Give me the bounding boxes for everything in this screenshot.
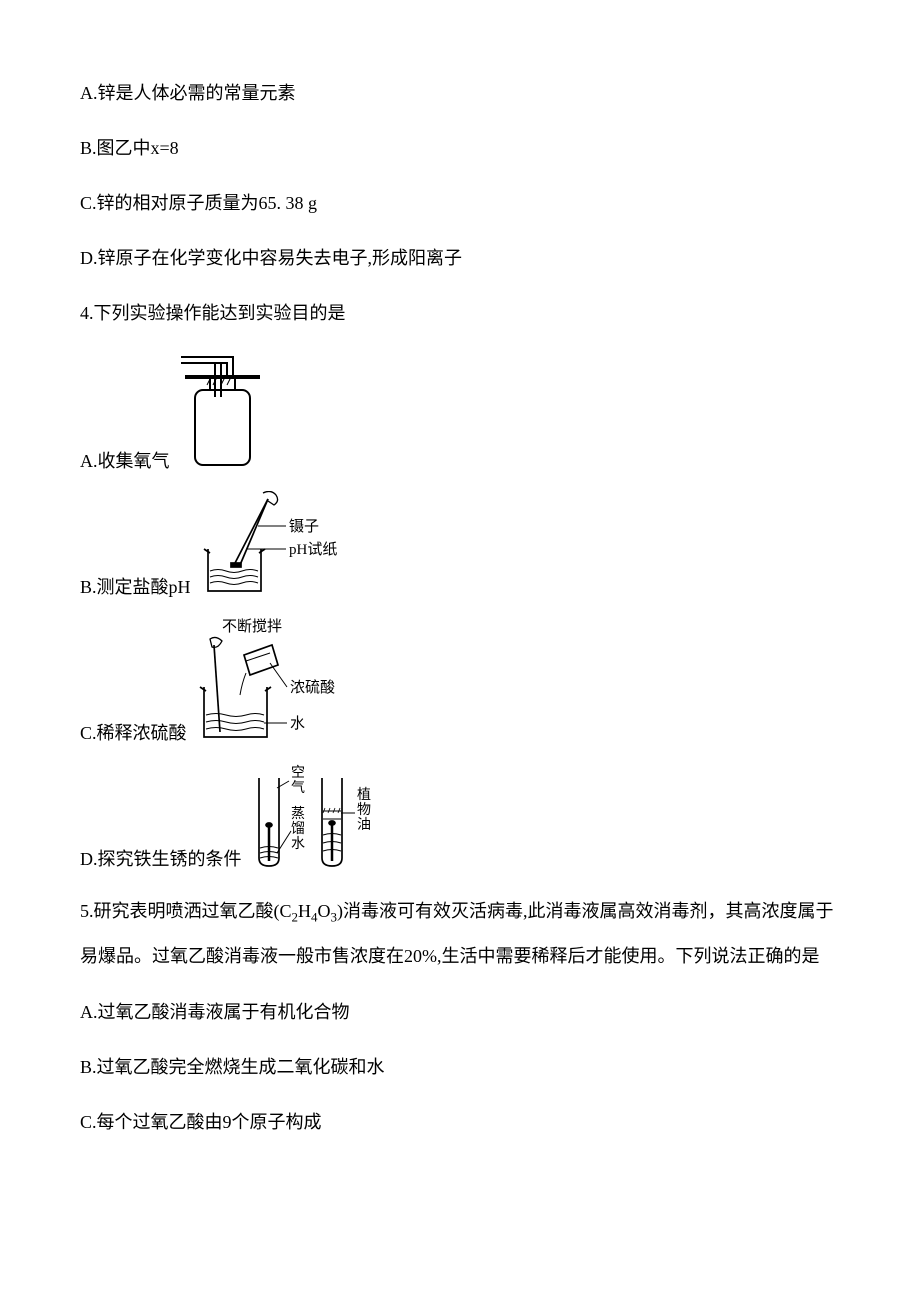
oil-label-3: 油	[357, 817, 371, 833]
q3-option-c: C.锌的相对原子质量为65. 38 g	[80, 190, 840, 217]
q4-option-a-label: A.收集氧气	[80, 448, 170, 475]
q4-option-d-label: D.探究铁生锈的条件	[80, 846, 242, 873]
acid-label: 浓硫酸	[290, 679, 335, 696]
q5-option-b: B.过氧乙酸完全燃烧生成二氧化碳和水	[80, 1054, 840, 1081]
q4-option-b-label: B.测定盐酸pH	[80, 574, 191, 601]
q5-option-a: A.过氧乙酸消毒液属于有机化合物	[80, 999, 840, 1026]
q4-diagram-b: 镊子 pH试纸	[196, 491, 351, 601]
stir-label: 不断搅拌	[222, 618, 282, 635]
q5-stem-p1: 5.研究表明喷洒过氧乙酸(C	[80, 901, 292, 921]
q5-stem-p3: O	[318, 901, 331, 921]
oil-label-2: 物	[357, 802, 371, 818]
ph-paper-label: pH试纸	[289, 541, 337, 558]
q4-option-a-row: A.收集氧气	[80, 355, 840, 475]
water-label: 水	[290, 715, 305, 732]
q4-diagram-d: 空 气 蒸 馏 水 植 物 油	[247, 763, 432, 873]
q4-option-c-row: C.稀释浓硫酸 不断搅拌	[80, 617, 840, 747]
q4-option-c-label: C.稀释浓硫酸	[80, 720, 187, 747]
distilled-label-2: 馏	[291, 821, 305, 837]
q5-stem: 5.研究表明喷洒过氧乙酸(C2H4O3)消毒液可有效灭活病毒,此消毒液属高效消毒…	[80, 889, 840, 979]
q5-option-c: C.每个过氧乙酸由9个原子构成	[80, 1109, 840, 1136]
q4-diagram-a	[175, 355, 275, 475]
q4-option-d-row: D.探究铁生锈的条件	[80, 763, 840, 873]
distilled-label-1: 蒸	[291, 806, 305, 822]
q3-option-b: B.图乙中x=8	[80, 135, 840, 162]
oil-label-1: 植	[357, 787, 371, 803]
tweezers-label: 镊子	[289, 518, 319, 535]
q5-stem-p2: H	[298, 901, 311, 921]
distilled-label-3: 水	[291, 836, 305, 852]
air-label-1: 空	[291, 765, 305, 781]
q3-option-a: A.锌是人体必需的常量元素	[80, 80, 840, 107]
air-label-2: 气	[291, 780, 305, 796]
q4-option-b-row: B.测定盐酸pH 镊	[80, 491, 840, 601]
q4-diagram-c: 不断搅拌	[192, 617, 352, 747]
q3-option-d: D.锌原子在化学变化中容易失去电子,形成阳离子	[80, 245, 840, 272]
q4-stem: 4.下列实验操作能达到实验目的是	[80, 300, 840, 327]
